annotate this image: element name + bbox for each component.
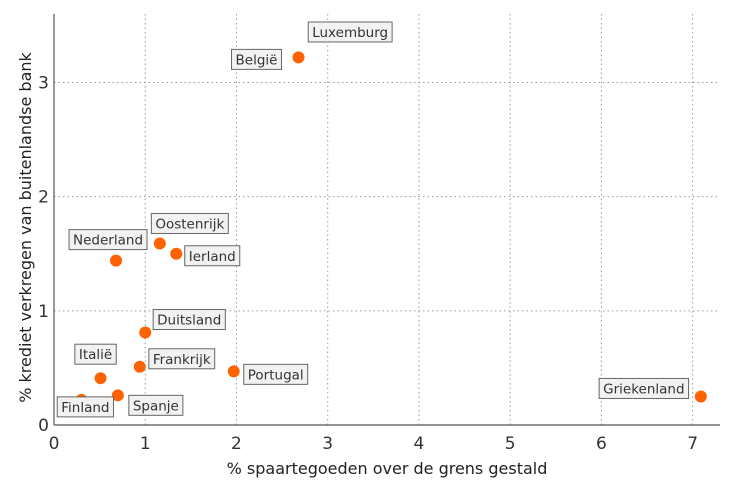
x-axis-label: % spaartegoeden over de grens gestald bbox=[227, 459, 548, 478]
x-tick-label: 3 bbox=[322, 434, 333, 454]
point-label-belgie: België bbox=[231, 48, 282, 70]
point-label-text: Finland bbox=[61, 400, 109, 416]
y-tick-label: 0 bbox=[38, 416, 49, 436]
point-label-box bbox=[243, 363, 309, 385]
data-point-oostenrijk bbox=[153, 237, 166, 250]
data-point-belgie bbox=[292, 51, 305, 64]
point-label-finland: Finland bbox=[56, 396, 114, 418]
point-label-box bbox=[56, 396, 114, 418]
tick-labels: 0 1 2 3 4 5 6 7 0 1 2 3 bbox=[38, 74, 698, 455]
data-point-duitsland bbox=[139, 326, 152, 339]
point-label-duitsland: Duitsland bbox=[152, 309, 226, 331]
point-label-box bbox=[307, 21, 393, 43]
x-tick-label: 5 bbox=[505, 434, 516, 454]
point-label-ierland: Ierland bbox=[184, 245, 241, 267]
data-point-nederland bbox=[110, 254, 123, 267]
point-label-text: Luxemburg bbox=[312, 25, 388, 41]
axes bbox=[53, 14, 720, 426]
point-label-text: België bbox=[236, 52, 278, 68]
data-point-italie bbox=[94, 372, 107, 385]
point-label-box bbox=[68, 229, 148, 251]
point-label-box bbox=[128, 394, 184, 416]
point-label-italie: Italië bbox=[74, 343, 117, 365]
data-point-griekenland bbox=[694, 390, 707, 403]
point-label-spanje: Spanje bbox=[128, 394, 184, 416]
point-label-box bbox=[598, 377, 690, 399]
y-tick-label: 3 bbox=[38, 74, 49, 94]
point-label-box bbox=[150, 212, 229, 234]
grid bbox=[54, 14, 720, 425]
data-point-frankrijk bbox=[133, 360, 146, 373]
y-tick-label: 1 bbox=[38, 302, 49, 322]
point-label-frankrijk: Frankrijk bbox=[148, 348, 216, 370]
point-label-griekenland: Griekenland bbox=[598, 377, 690, 399]
point-label-nederland: Nederland bbox=[68, 229, 148, 251]
point-label-box bbox=[231, 48, 282, 70]
y-axis-label: % krediet verkregen van buitenlandse ban… bbox=[16, 51, 35, 402]
data-point-spanje bbox=[111, 389, 124, 402]
point-label-text: Duitsland bbox=[157, 313, 221, 329]
point-label-text: Spanje bbox=[133, 398, 179, 414]
point-labels: Luxemburg België Oostenrijk Nederland Ierlan… bbox=[56, 21, 690, 418]
data-point-ierland bbox=[170, 247, 183, 260]
point-label-box bbox=[74, 343, 117, 365]
point-label-text: Ierland bbox=[189, 249, 236, 265]
point-label-box bbox=[152, 309, 226, 331]
x-tick-label: 6 bbox=[596, 434, 607, 454]
point-label-text: Nederland bbox=[73, 233, 143, 249]
x-tick-label: 2 bbox=[231, 434, 242, 454]
point-label-text: Portugal bbox=[248, 367, 304, 383]
point-label-text: Oostenrijk bbox=[155, 216, 224, 232]
point-label-portugal: Portugal bbox=[243, 363, 309, 385]
data-point-portugal bbox=[227, 365, 240, 378]
x-tick-label: 4 bbox=[414, 434, 425, 454]
point-label-box bbox=[148, 348, 216, 370]
x-tick-label: 7 bbox=[687, 434, 698, 454]
point-label-text: Italië bbox=[79, 347, 112, 363]
x-tick-label: 1 bbox=[140, 434, 151, 454]
x-tick-label: 0 bbox=[49, 434, 60, 454]
point-label-box bbox=[184, 245, 241, 267]
point-label-text: Griekenland bbox=[603, 381, 684, 397]
point-label-oostenrijk: Oostenrijk bbox=[150, 212, 229, 234]
y-tick-label: 2 bbox=[38, 188, 49, 208]
point-label-luxemburg: Luxemburg bbox=[307, 21, 393, 43]
point-label-text: Frankrijk bbox=[153, 352, 211, 368]
